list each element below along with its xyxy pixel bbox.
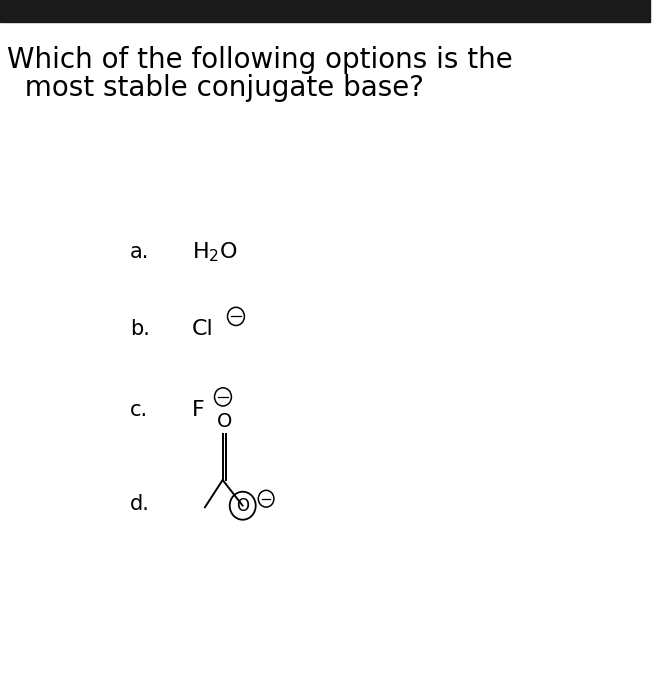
- Text: H$_2$O: H$_2$O: [192, 240, 237, 264]
- Text: Cl: Cl: [192, 319, 213, 339]
- Text: O: O: [216, 412, 232, 431]
- Text: most stable conjugate base?: most stable conjugate base?: [7, 74, 424, 102]
- Text: c.: c.: [130, 400, 148, 419]
- Text: b.: b.: [130, 319, 150, 339]
- Text: a.: a.: [130, 242, 149, 262]
- Text: O: O: [236, 497, 249, 514]
- Text: d.: d.: [130, 494, 150, 514]
- Bar: [0, 0, 650, 22]
- Text: Which of the following options is the: Which of the following options is the: [7, 46, 512, 74]
- Text: F: F: [192, 400, 205, 419]
